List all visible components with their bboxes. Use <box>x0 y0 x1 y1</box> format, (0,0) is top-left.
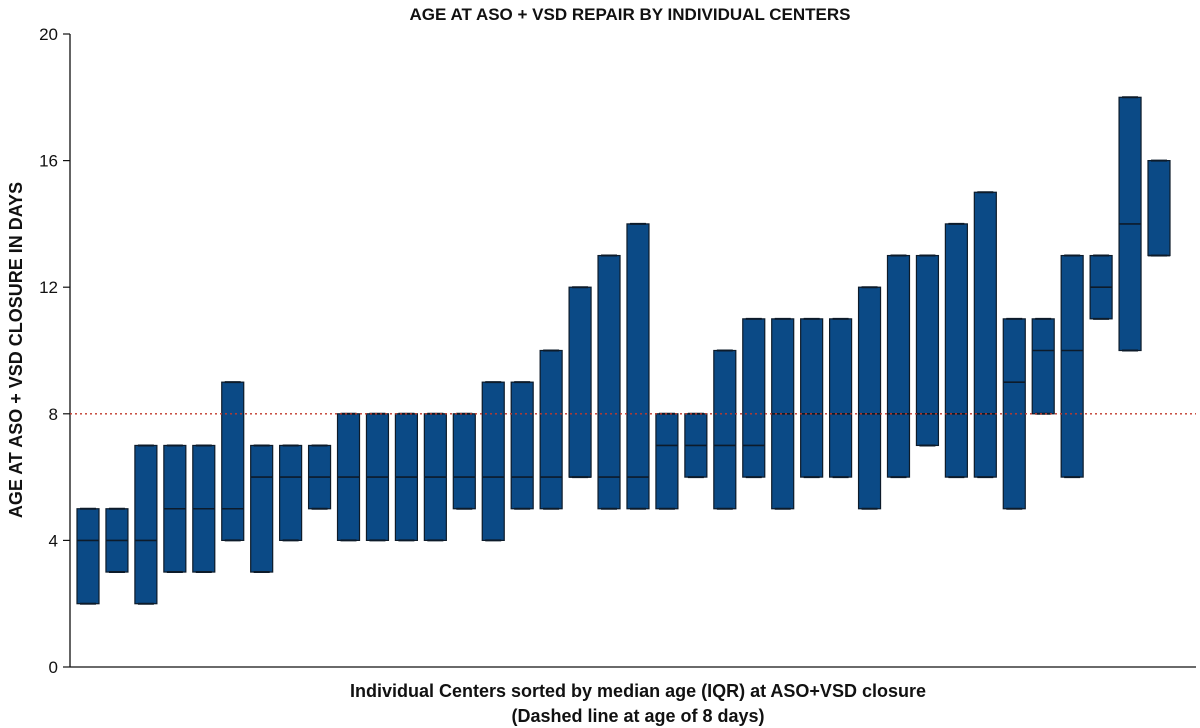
iqr-box <box>655 413 679 510</box>
iqr-box <box>857 286 882 510</box>
center-box <box>626 222 650 510</box>
y-tick-label: 12 <box>39 278 58 297</box>
x-axis-label-line-1: Individual Centers sorted by median age … <box>350 681 926 701</box>
iqr-box <box>944 223 968 478</box>
iqr-box <box>626 223 650 510</box>
center-box <box>915 254 940 447</box>
x-axis-label-line-2: (Dashed line at age of 8 days) <box>511 706 764 726</box>
y-tick-label: 16 <box>39 152 58 171</box>
center-box <box>221 381 245 542</box>
iqr-box <box>742 318 766 478</box>
center-box <box>655 412 679 510</box>
iqr-box <box>76 508 100 605</box>
iqr-box <box>250 444 274 573</box>
center-box <box>742 317 766 479</box>
center-box <box>1118 96 1142 352</box>
center-box <box>1002 317 1026 510</box>
center-box <box>857 286 882 510</box>
center-box <box>1031 317 1055 415</box>
iqr-box <box>973 191 997 478</box>
center-box <box>307 444 332 510</box>
center-box <box>76 507 100 605</box>
center-box <box>452 412 476 510</box>
center-box <box>1147 159 1171 257</box>
center-box <box>684 412 708 479</box>
iqr-box <box>828 318 853 478</box>
iqr-box <box>597 254 621 510</box>
center-box <box>944 222 968 479</box>
iqr-box <box>510 381 534 510</box>
center-box <box>597 254 621 510</box>
center-box <box>134 444 158 605</box>
iqr-box <box>221 381 245 541</box>
center-box <box>163 444 187 574</box>
iqr-box <box>915 254 940 447</box>
iqr-box <box>481 381 505 541</box>
iqr-box <box>800 318 824 478</box>
center-box <box>481 381 505 542</box>
center-box <box>394 412 419 542</box>
iqr-box <box>452 413 476 510</box>
iqr-box <box>568 286 592 478</box>
iqr-box <box>279 444 303 542</box>
y-tick-label: 8 <box>49 405 58 424</box>
center-box <box>510 381 534 510</box>
center-box <box>568 286 592 479</box>
center-box <box>539 349 563 510</box>
iqr-box <box>886 254 911 478</box>
center-box <box>973 191 997 479</box>
y-axis: 0 4 8 12 16 20 <box>39 25 71 677</box>
boxes-group <box>76 96 1171 605</box>
center-box <box>423 412 447 542</box>
center-box <box>1060 254 1084 479</box>
iqr-box <box>539 349 563 510</box>
center-box <box>105 507 129 574</box>
center-box <box>886 254 911 479</box>
y-axis-label: AGE AT ASO + VSD CLOSURE IN DAYS <box>6 182 26 518</box>
center-box <box>713 349 737 510</box>
iqr-box <box>134 444 158 605</box>
center-box <box>800 317 824 479</box>
center-box <box>365 412 390 542</box>
center-box <box>336 412 361 542</box>
center-box <box>828 317 853 479</box>
center-box <box>250 444 274 574</box>
iqr-box <box>1147 160 1171 257</box>
iqr-box <box>1031 318 1055 415</box>
y-tick-label: 0 <box>49 658 58 677</box>
iqr-box <box>713 349 737 510</box>
y-tick-label: 20 <box>39 25 58 44</box>
y-tick-label: 4 <box>49 531 58 550</box>
center-box <box>279 444 303 542</box>
center-box <box>1089 254 1113 320</box>
iqr-box <box>1060 254 1084 478</box>
center-box <box>192 444 216 574</box>
chart-title: AGE AT ASO + VSD REPAIR BY INDIVIDUAL CE… <box>410 5 851 24</box>
